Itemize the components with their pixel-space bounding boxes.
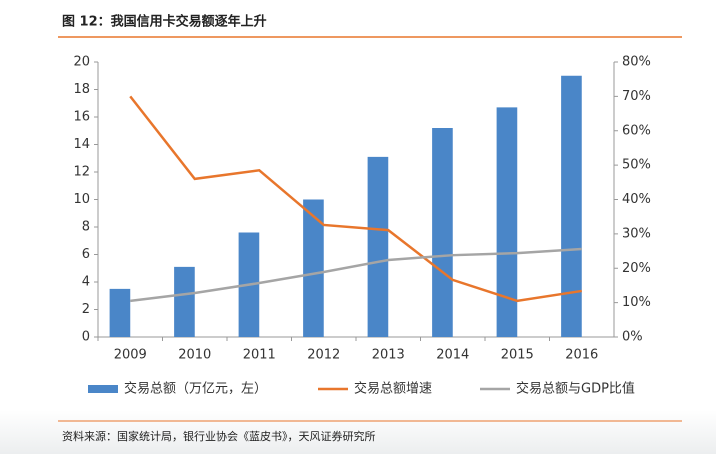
x-tick-label: 2016 — [565, 348, 598, 363]
y-tick-label: 16 — [73, 110, 90, 125]
x-tick-label: 2011 — [243, 348, 276, 363]
line — [130, 247, 582, 303]
y-tick-label: 10 — [73, 192, 90, 207]
bar — [367, 156, 389, 337]
line — [129, 95, 582, 303]
y-tick-label: 2 — [82, 302, 90, 317]
y2-tick-label: 20% — [622, 261, 651, 276]
x-tick-label: 2014 — [436, 348, 469, 363]
legend-label: 交易总额增速 — [354, 381, 432, 397]
y2-tick-label: 0% — [622, 330, 643, 345]
y-tick-label: 12 — [73, 165, 90, 180]
y-tick-label: 4 — [82, 275, 90, 290]
bar — [496, 107, 518, 337]
source: 资料来源：国家统计局，银行业协会《蓝皮书》，天风证券研究所 — [62, 429, 376, 443]
legend-label: 交易总额（万亿元，左） — [124, 381, 267, 397]
x-tick-label: 2013 — [372, 348, 405, 363]
y-tick-label: 14 — [73, 137, 90, 152]
bar — [432, 128, 453, 337]
y2-tick-label: 50% — [622, 158, 651, 173]
y-tick-label: 6 — [82, 247, 90, 262]
page-title: 图 12：我国信用卡交易额逐年上升 — [62, 14, 267, 30]
legend-label: 交易总额与GDP比值 — [516, 381, 635, 397]
bar — [174, 266, 195, 337]
background — [0, 410, 716, 454]
x-tick-label: 2015 — [501, 348, 534, 363]
y2-tick-label: 10% — [622, 295, 651, 310]
bar — [109, 288, 131, 337]
bar — [303, 199, 324, 337]
legend-swatch — [88, 385, 118, 393]
y2-tick-label: 80% — [622, 55, 651, 70]
x-tick-label: 2012 — [307, 348, 340, 363]
y2-tick-label: 60% — [622, 123, 651, 138]
y-tick-label: 18 — [73, 82, 90, 97]
x-tick-label: 2010 — [178, 348, 211, 363]
y2-tick-label: 30% — [622, 226, 651, 241]
bar — [561, 75, 582, 337]
y-tick-label: 20 — [73, 55, 90, 70]
y-tick-label: 8 — [82, 220, 90, 235]
x-tick-label: 2009 — [114, 348, 147, 363]
y2-tick-label: 40% — [622, 192, 651, 207]
y2-tick-label: 70% — [622, 89, 651, 104]
y-tick-label: 0 — [82, 330, 90, 345]
